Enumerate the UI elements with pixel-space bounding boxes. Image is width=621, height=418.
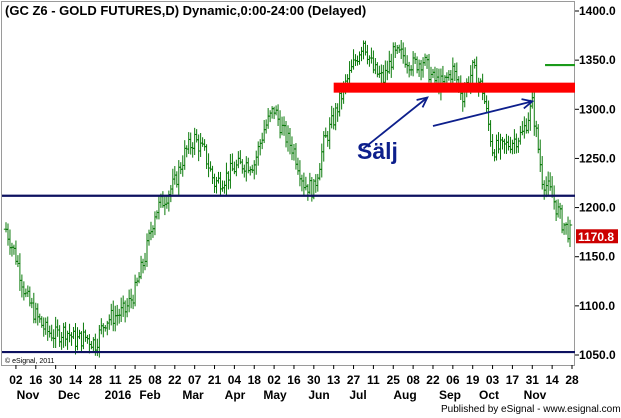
- x-tick-label: 25: [128, 373, 142, 387]
- x-tick-label: 03: [486, 373, 500, 387]
- y-tick-label: 1150.0: [579, 250, 615, 264]
- x-tick-label: 31: [526, 373, 540, 387]
- x-tick-label: 08: [148, 373, 162, 387]
- x-tick-label: 28: [565, 373, 579, 387]
- x-tick-label: 16: [29, 373, 43, 387]
- x-month-label: Mar: [182, 388, 204, 402]
- x-month-label: May: [263, 388, 287, 402]
- x-month-label: Sep: [439, 388, 461, 402]
- sell-arrow-head: [521, 98, 535, 110]
- x-tick-label: 27: [347, 373, 361, 387]
- x-tick-label: 02: [9, 373, 23, 387]
- x-tick-label: 14: [545, 373, 559, 387]
- chart-title: (GC Z6 - GOLD FUTURES,D) Dynamic,0:00-24…: [5, 3, 367, 18]
- x-month-label: 2016: [105, 388, 132, 402]
- x-tick-label: 04: [228, 373, 242, 387]
- annotation-salj: Sälj: [357, 138, 398, 164]
- x-month-label: Oct: [479, 388, 499, 402]
- plot-area: [1, 1, 575, 366]
- x-month-label: Aug: [393, 388, 416, 402]
- last-price-box: [576, 229, 618, 244]
- y-tick-label: 1250.0: [579, 151, 616, 165]
- sell-arrow-shaft: [432, 100, 533, 127]
- x-month-label: Nov: [17, 388, 40, 402]
- x-tick-label: 22: [168, 373, 182, 387]
- sell-arrow-head: [416, 96, 429, 108]
- x-tick-label: 16: [287, 373, 301, 387]
- resistance-zone: [333, 82, 575, 93]
- y-tick-label: 1100.0: [579, 299, 615, 313]
- x-tick-label: 30: [307, 373, 321, 387]
- publisher-text: Published by eSignal - www.esignal.com: [441, 404, 621, 415]
- y-tick-label: 1200.0: [579, 201, 616, 215]
- y-tick-label: 1050.0: [579, 348, 616, 362]
- x-tick-label: 07: [188, 373, 202, 387]
- x-month-label: Jun: [308, 388, 329, 402]
- x-tick-label: 22: [426, 373, 440, 387]
- x-month-label: Feb: [139, 388, 160, 402]
- y-tick-label: 1300.0: [579, 102, 616, 116]
- x-tick-label: 28: [89, 373, 103, 387]
- x-tick-label: 19: [466, 373, 480, 387]
- x-tick-label: 11: [109, 373, 122, 387]
- x-tick-label: 18: [248, 373, 262, 387]
- x-tick-label: 30: [49, 373, 63, 387]
- y-tick-label: 1400.0: [579, 4, 616, 18]
- y-tick-label: 1350.0: [579, 53, 616, 67]
- x-month-label: Dec: [58, 388, 80, 402]
- x-tick-label: 14: [69, 373, 83, 387]
- last-price-label: 1170.8: [578, 230, 614, 244]
- sell-arrow-shaft: [362, 96, 428, 150]
- x-month-label: Nov: [524, 388, 547, 402]
- copyright-text: © eSignal, 2011: [5, 358, 55, 365]
- x-month-label: Jul: [349, 388, 366, 402]
- x-tick-label: 21: [208, 373, 222, 387]
- x-tick-label: 13: [327, 373, 341, 387]
- x-tick-label: 02: [267, 373, 281, 387]
- x-tick-label: 11: [367, 373, 380, 387]
- x-month-label: Apr: [225, 388, 246, 402]
- x-tick-label: 25: [387, 373, 401, 387]
- x-tick-label: 06: [446, 373, 460, 387]
- x-tick-label: 17: [506, 373, 520, 387]
- x-tick-label: 08: [406, 373, 420, 387]
